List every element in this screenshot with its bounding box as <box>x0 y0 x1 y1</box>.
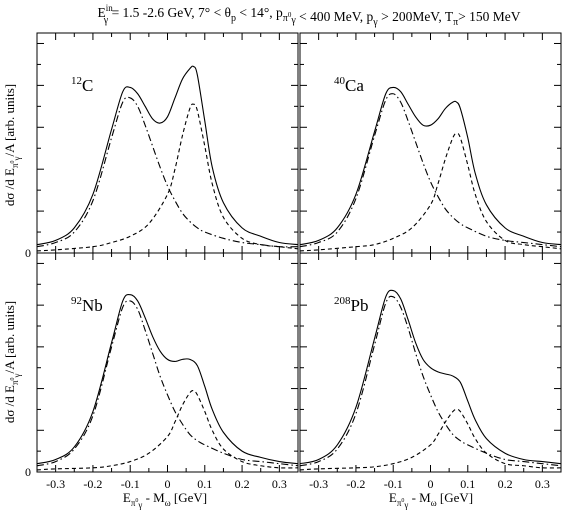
panel-lead: 208Pb <box>299 252 562 473</box>
x-tick-label: 0.2 <box>498 477 513 491</box>
x-axis-label-left: Eπ0γ - Mω [GeV] <box>123 490 207 510</box>
x-tick-label: 0 <box>165 477 171 491</box>
x-tick-label: -0.3 <box>309 477 328 491</box>
x-tick-label: -0.1 <box>384 477 403 491</box>
series-solid <box>37 65 298 246</box>
panel-frame <box>36 252 299 473</box>
x-tick-labels-left: -0.3 -0.2 -0.1 0 0.1 0.2 0.3 <box>46 477 287 491</box>
x-tick-label: 0.2 <box>235 477 250 491</box>
x-tick-label: 0.1 <box>460 477 475 491</box>
x-tick-label: 0.3 <box>272 477 287 491</box>
x-tick-label: 0.1 <box>197 477 212 491</box>
figure-title: Ein γ = 1.5 -2.6 GeV, 7° < θp < 14°, pπ0γ… <box>98 3 521 28</box>
y-zero-label-top: 0 <box>25 246 31 260</box>
y-axis-label-bottom: dσ /d Eπ0γ/A [arb. units] <box>2 301 22 423</box>
series-dashdot <box>37 300 298 467</box>
panel-calcium: 40Ca <box>299 32 562 254</box>
series-dashed <box>300 408 561 471</box>
x-axis-label-right: Eπ0γ - Mω [GeV] <box>389 490 473 510</box>
series-solid <box>300 86 561 246</box>
series-dashed <box>37 389 298 471</box>
x-tick-label: 0 <box>428 477 434 491</box>
panel-carbon: 12C <box>36 32 299 254</box>
series-dashdot <box>37 96 298 248</box>
series-dashdot <box>300 295 561 467</box>
x-tick-label: 0.3 <box>535 477 550 491</box>
series-dashdot <box>300 93 561 248</box>
x-tick-label: -0.1 <box>121 477 140 491</box>
y-zero-label-bottom: 0 <box>25 465 31 479</box>
panel-nucleus-label: 12C <box>71 75 93 95</box>
panel-frame <box>299 32 562 254</box>
series-dashed <box>300 132 561 252</box>
x-tick-labels-right: -0.3 -0.2 -0.1 0 0.1 0.2 0.3 <box>309 477 550 491</box>
panel-nucleus-label: 208Pb <box>334 295 368 315</box>
panel-frame <box>299 252 562 473</box>
x-tick-label: -0.2 <box>83 477 102 491</box>
series-solid <box>37 294 298 465</box>
panel-nucleus-label: 92Nb <box>71 295 103 315</box>
y-axis-label-top: dσ /d Eπ0γ/A [arb. units] <box>2 84 22 206</box>
panel-nucleus-label: 40Ca <box>334 75 364 95</box>
x-tick-label: -0.3 <box>46 477 65 491</box>
panel-niobium: 92Nb <box>36 252 299 473</box>
panel-frame <box>36 32 299 254</box>
x-tick-label: -0.2 <box>346 477 365 491</box>
series-dashed <box>37 103 298 252</box>
series-solid <box>300 289 561 465</box>
